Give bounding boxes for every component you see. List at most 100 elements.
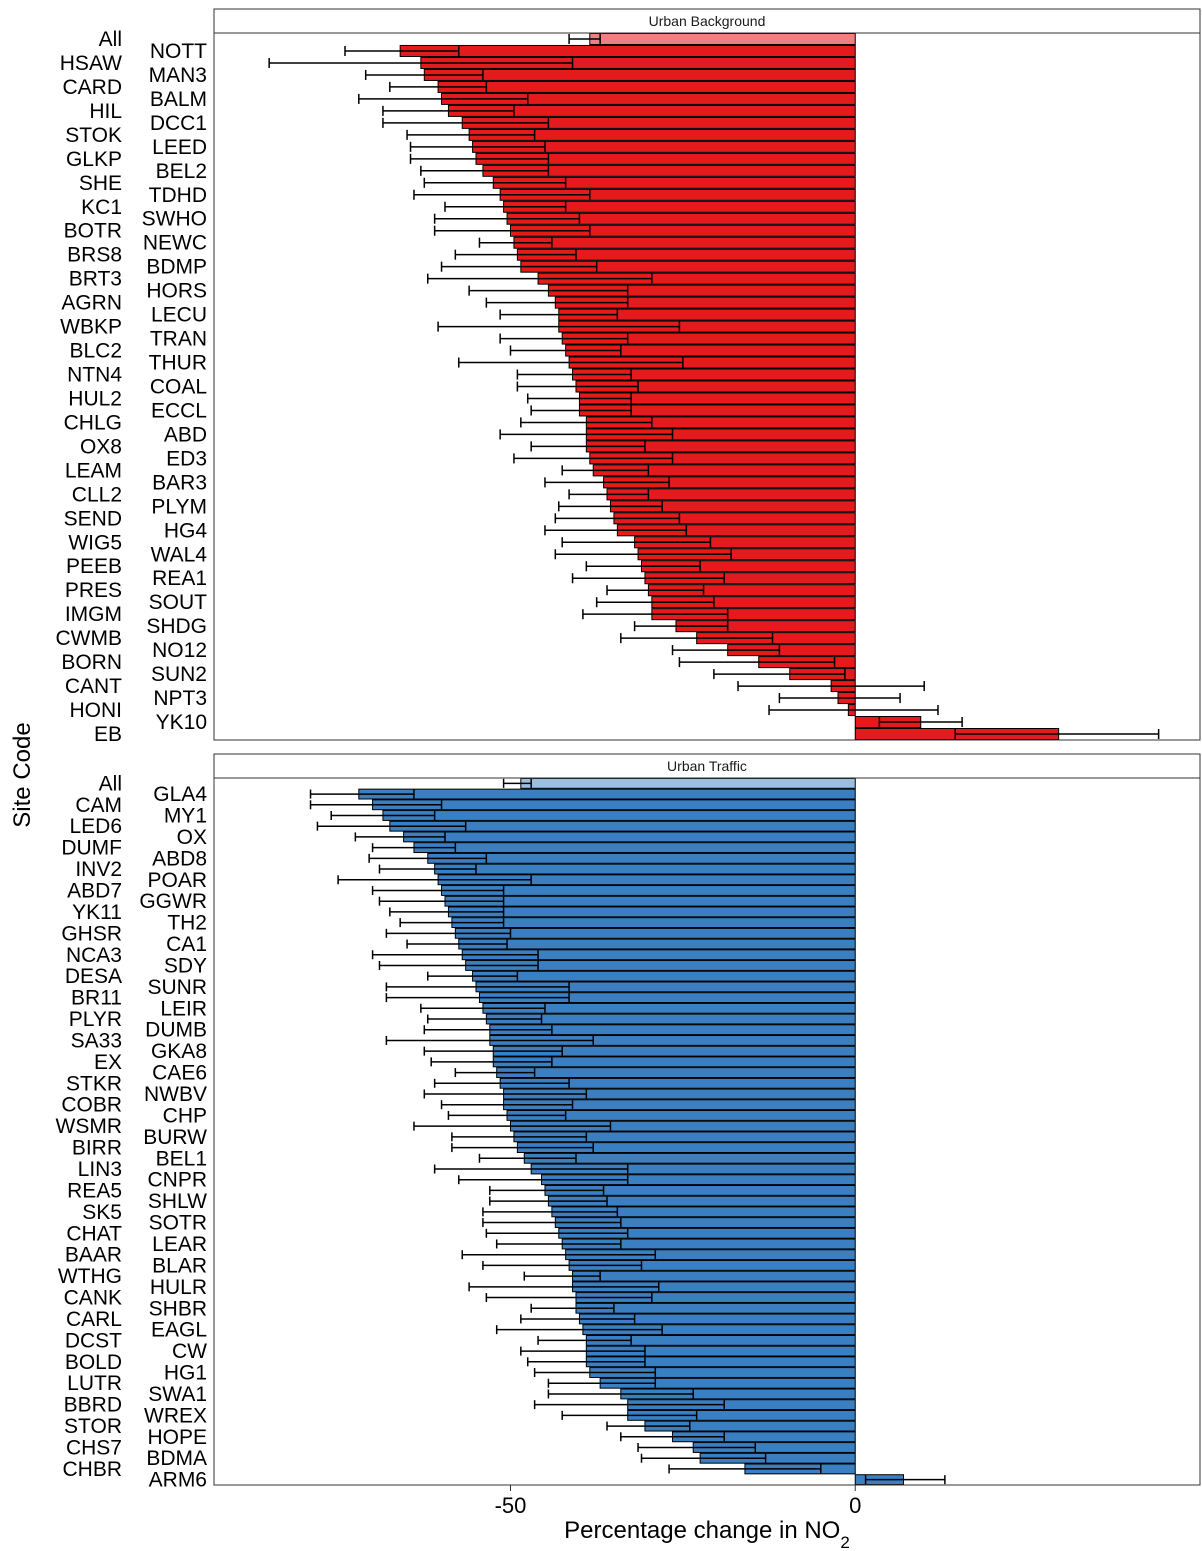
error-bar-yk11 — [389, 907, 505, 917]
error-bar-yk10 — [878, 716, 963, 728]
error-bar-sunr — [385, 982, 570, 992]
error-bar-cw — [520, 1346, 646, 1356]
x-axis: -50 0 — [495, 1485, 861, 1518]
y-tick-label: YK10 — [156, 711, 207, 734]
error-bar-abd7 — [371, 885, 505, 895]
y-tick-label: GLKP — [66, 148, 122, 171]
y-tick-label: SDY — [164, 954, 207, 977]
y-tick-label: ABD7 — [67, 879, 122, 902]
error-bar-carl — [520, 1314, 636, 1324]
y-tick-label: BOLD — [65, 1351, 122, 1374]
y-tick-label: LEED — [152, 136, 207, 159]
error-bar-wthg — [523, 1271, 601, 1281]
bar-inv2 — [434, 863, 856, 875]
error-bar-wal4 — [554, 549, 732, 560]
bar-all — [520, 777, 856, 789]
error-bar-blc2 — [509, 345, 622, 356]
error-bar-cant — [737, 681, 925, 692]
y-tick-label: EB — [94, 723, 122, 746]
y-tick-label: SA33 — [71, 1029, 122, 1052]
error-bar-my1 — [330, 810, 436, 820]
error-bar-bel2 — [420, 165, 550, 176]
y-tick-label: NWBV — [144, 1083, 207, 1106]
error-bar-sun2 — [713, 669, 846, 680]
y-tick-label: NPT3 — [153, 687, 207, 710]
y-tick-label: DUMF — [61, 837, 122, 860]
y-tick-label: ARM6 — [149, 1469, 207, 1492]
error-bar-bdmp — [440, 261, 598, 272]
error-bar-dumf — [371, 843, 457, 853]
error-bar-shdg — [633, 621, 729, 632]
error-bar-tran — [499, 333, 629, 344]
error-bar-send — [554, 513, 681, 524]
error-bar-hope — [620, 1432, 725, 1442]
y-tick-label: LED6 — [69, 815, 122, 838]
error-bar-ghsr — [385, 928, 512, 938]
y-tick-label: NEWC — [143, 232, 207, 255]
y-tick-label: GLA4 — [153, 783, 207, 806]
error-bar-balm — [358, 93, 529, 104]
error-bar-hil — [382, 105, 515, 116]
error-bar-poar — [337, 875, 532, 885]
error-bar-ox — [354, 832, 446, 842]
x-axis-label-text: Percentage change in NO — [564, 1517, 840, 1544]
y-tick-label: CAE6 — [152, 1062, 207, 1085]
error-bar-glkp — [409, 153, 550, 164]
y-tick-label: MAN3 — [149, 64, 207, 87]
y-tick-label: TDHD — [149, 184, 207, 207]
error-bar-hg1 — [533, 1368, 657, 1378]
y-tick-label: CHBR — [62, 1458, 122, 1481]
error-bar-thur — [458, 357, 684, 368]
bar-shbr — [575, 1302, 856, 1314]
y-tick-label: BR11 — [71, 987, 122, 1010]
y-tick-label: BEL2 — [156, 160, 207, 183]
error-bar-coal — [516, 381, 639, 392]
y-tick-label: NO12 — [152, 639, 207, 662]
y-tick-label: BIRR — [72, 1137, 122, 1160]
error-bar-pres — [606, 585, 705, 596]
error-bar-dumb — [423, 1025, 553, 1035]
y-tick-label: CA1 — [166, 933, 207, 956]
bar-nott — [399, 44, 856, 57]
error-bar-peeb — [585, 561, 701, 572]
y-tick-label: CHAT — [66, 1222, 122, 1245]
y-tick-label: ED3 — [166, 447, 207, 470]
error-bar-gka8 — [423, 1046, 563, 1056]
error-bar-newc — [478, 237, 553, 248]
y-tick-label: DUMB — [145, 1019, 207, 1042]
y-tick-label: CAM — [75, 794, 122, 817]
bar-card — [437, 80, 856, 93]
bar-ggwr — [444, 895, 856, 907]
bar-wthg — [572, 1270, 856, 1282]
error-bar-chlg — [520, 417, 653, 428]
error-bar-bel1 — [478, 1153, 577, 1163]
y-tick-label: BLAR — [152, 1254, 207, 1277]
error-bar-no12 — [671, 645, 781, 656]
y-tick-label: POAR — [147, 869, 207, 892]
y-tick-label: ABD8 — [152, 847, 207, 870]
y-tick-label: WSMR — [56, 1115, 123, 1138]
bar-ghsr — [454, 927, 856, 939]
y-tick-label: SOTR — [149, 1212, 207, 1235]
y-tick-label: REA5 — [67, 1179, 122, 1202]
error-bar-agrn — [485, 297, 629, 308]
y-tick-label: SK5 — [82, 1201, 122, 1224]
y-tick-label: NCA3 — [66, 944, 122, 967]
y-tick-label: TRAN — [150, 328, 207, 351]
error-bar-ggwr — [378, 896, 505, 906]
y-axis-label: Site Code — [9, 722, 36, 827]
error-bar-chs7 — [637, 1443, 757, 1453]
error-bar-wig5 — [561, 537, 712, 548]
error-bar-sotr — [482, 1218, 622, 1228]
error-bar-chat — [485, 1228, 629, 1238]
chart-panels: Urban Background All NOTT HSAW MAN3 CARD BALM H… — [56, 8, 1201, 1492]
error-bar-nca3 — [371, 950, 539, 960]
y-tick-label: HORS — [146, 280, 207, 303]
panel-0: Urban Background All NOTT HSAW MAN3 CARD BALM H… — [56, 8, 1201, 746]
y-tick-label: All — [99, 772, 122, 795]
error-bar-leed — [409, 141, 546, 152]
error-bar-shlw — [489, 1196, 608, 1206]
error-bar-hulr — [468, 1282, 660, 1292]
y-tick-label: PEEB — [66, 555, 122, 578]
error-bar-card — [389, 81, 488, 92]
